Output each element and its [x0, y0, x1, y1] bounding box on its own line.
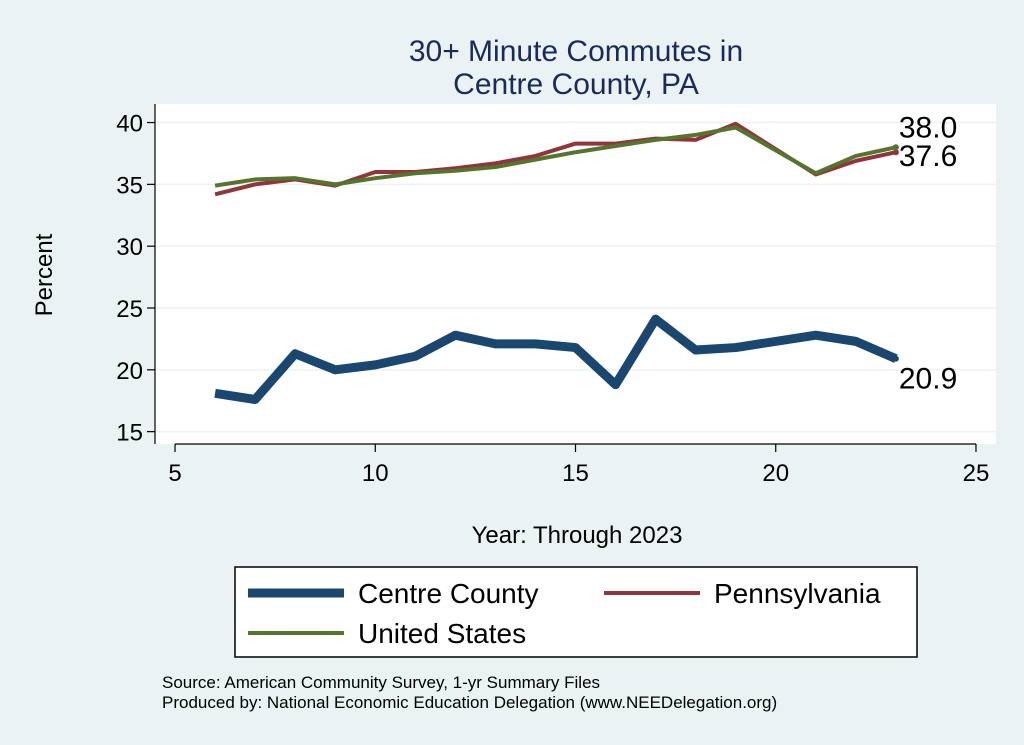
y-axis-label: Percent: [31, 233, 58, 316]
y-tick-label: 35: [116, 172, 143, 199]
legend: Centre County Pennsylvania United States: [234, 566, 918, 658]
y-tick-label: 40: [116, 111, 143, 138]
y-tick-label: 30: [116, 234, 143, 261]
end-labels: 20.9 37.638.0: [899, 111, 957, 395]
series-line-united-states: [214, 125, 897, 188]
x-axis-label: Year: Through 2023: [472, 522, 683, 549]
legend-box: [234, 566, 918, 658]
source-note: Source: American Community Survey, 1-yr …: [162, 673, 600, 692]
end-label-united-states: 38.0: [899, 111, 957, 144]
series-layer: [214, 121, 899, 404]
x-tick-label: 5: [168, 460, 181, 487]
x-tick-label: 20: [762, 460, 789, 487]
end-label-pennsylvania: 37.6: [899, 140, 957, 173]
x-tick-label: 10: [362, 460, 389, 487]
legend-label-united-states: United States: [358, 618, 526, 649]
legend-label-centre-county: Centre County: [358, 578, 539, 609]
series-end-point-united-states: [892, 144, 899, 151]
chart-title: 30+ Minute Commutes in: [409, 35, 743, 68]
y-tick-label: 15: [116, 420, 143, 447]
x-tick-label: 15: [562, 460, 589, 487]
gridlines: [155, 121, 996, 433]
series-end-point-pennsylvania: [892, 149, 899, 156]
legend-label-pennsylvania: Pennsylvania: [714, 578, 881, 609]
series-end-point-centre-county: [892, 355, 899, 362]
series-line-centre-county: [214, 314, 898, 404]
x-tick-label: 25: [963, 460, 990, 487]
y-tick-label: 20: [116, 358, 143, 385]
y-tick-label: 25: [116, 296, 143, 323]
chart-subtitle: Centre County, PA: [453, 68, 699, 101]
plot-area: [155, 104, 996, 444]
producer-note: Produced by: National Economic Education…: [162, 693, 777, 712]
axes: 15 20 25 30 35 40 5 10 15 20 25: [116, 104, 989, 487]
end-label-centre-county: 20.9: [899, 363, 957, 396]
